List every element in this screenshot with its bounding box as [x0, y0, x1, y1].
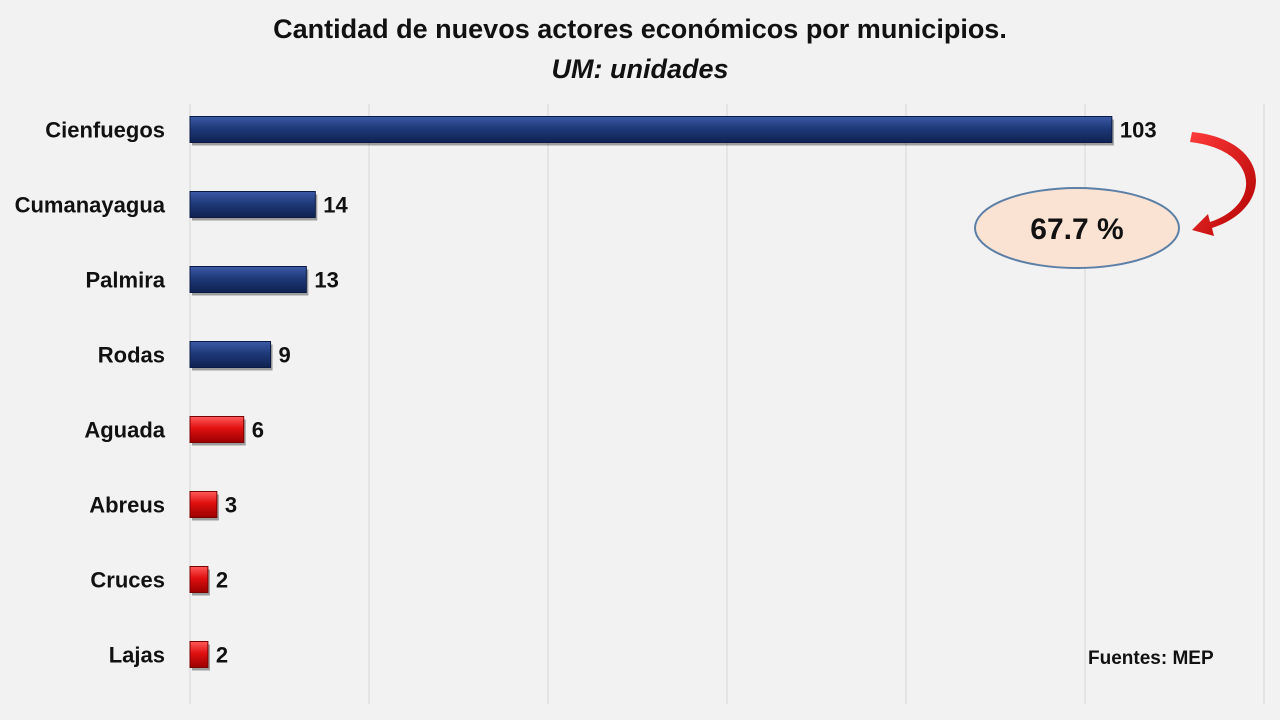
value-label: 9 [279, 343, 291, 368]
value-label: 6 [252, 418, 264, 443]
source-note: Fuentes: MEP [1088, 648, 1214, 669]
bar-abreus [189, 491, 218, 518]
callout: 67.7 % [974, 132, 1256, 269]
category-label: Cienfuegos [45, 118, 165, 143]
category-label: Aguada [84, 418, 165, 443]
category-label: Cumanayagua [15, 193, 166, 218]
value-label: 3 [225, 493, 237, 518]
chart-subtitle: UM: unidades [551, 54, 729, 84]
value-label: 103 [1120, 118, 1157, 143]
value-label: 13 [314, 268, 338, 293]
value-label: 2 [216, 643, 228, 668]
bar-palmira [189, 266, 307, 293]
bar-aguada [189, 416, 245, 443]
value-label: 14 [323, 193, 348, 218]
bar-cruces [189, 566, 209, 593]
callout-text: 67.7 % [1030, 213, 1123, 246]
chart-title: Cantidad de nuevos actores económicos po… [273, 14, 1007, 44]
bars [189, 116, 1114, 671]
value-label: 2 [216, 568, 228, 593]
callout-arrow [1190, 132, 1256, 236]
bar-rodas [189, 341, 272, 368]
category-label: Lajas [109, 643, 165, 668]
category-label: Rodas [98, 343, 165, 368]
callout-ellipse [974, 187, 1180, 269]
value-labels: 103 14 13 9 6 3 2 2 [216, 118, 1157, 668]
category-label: Palmira [86, 268, 166, 293]
bar-cumanayagua [189, 191, 316, 218]
bar-cienfuegos [189, 116, 1113, 143]
category-labels: Cienfuegos Cumanayagua Palmira Rodas Aguada A… [15, 118, 166, 668]
category-label: Cruces [90, 568, 165, 593]
category-label: Abreus [89, 493, 165, 518]
bar-lajas [189, 641, 209, 668]
